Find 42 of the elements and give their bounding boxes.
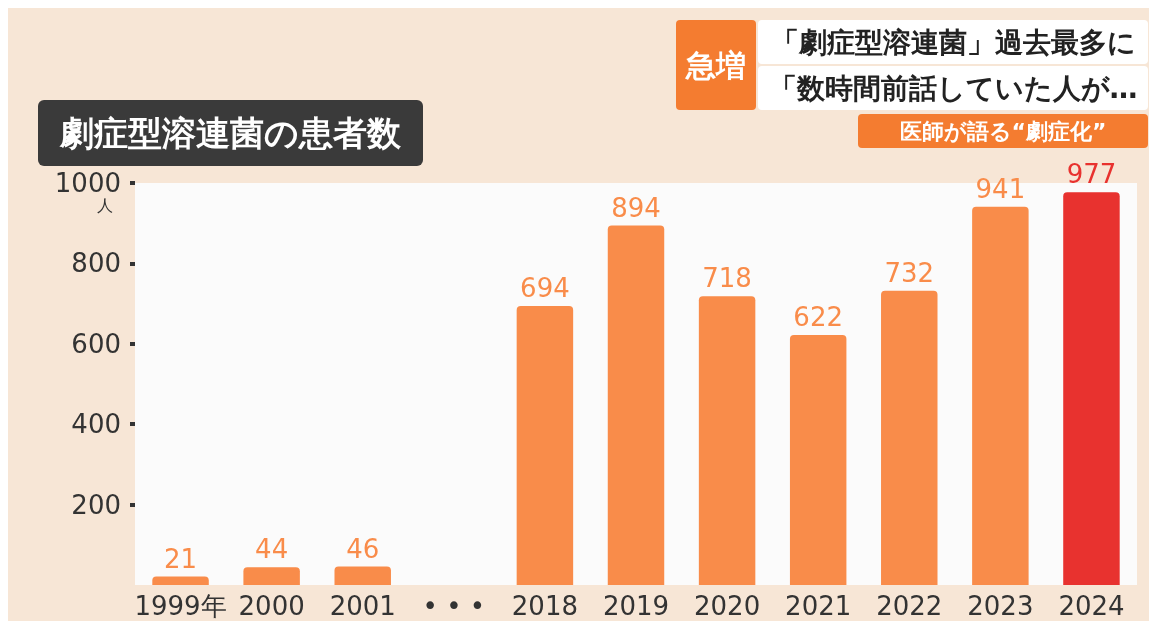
data-label: 694 xyxy=(520,273,570,304)
data-label: 21 xyxy=(164,543,198,574)
data-label: 622 xyxy=(793,301,843,332)
data-label: 732 xyxy=(884,257,935,288)
x-tick-label: 1999年 xyxy=(134,591,227,621)
x-tick-label: 2000 xyxy=(238,591,305,621)
y-tick-label: 600 xyxy=(71,328,121,359)
data-label: 941 xyxy=(975,173,1026,204)
data-label: 977 xyxy=(1066,159,1117,190)
y-tick-label: 800 xyxy=(71,248,121,279)
y-tick-label: 1000 xyxy=(54,168,121,198)
text: 医師が語る“劇症化” xyxy=(899,118,1107,144)
bar xyxy=(243,567,300,585)
data-label: 894 xyxy=(611,192,661,223)
x-tick-label: 2019 xyxy=(602,591,670,621)
bar xyxy=(334,566,391,585)
bar xyxy=(1063,192,1120,585)
bar xyxy=(789,334,847,585)
text: 「劇症型溶連菌」過去最多に xyxy=(770,25,1136,59)
data-label: 718 xyxy=(702,263,752,294)
y-tick-label: 400 xyxy=(71,409,121,440)
x-tick-label: 2021 xyxy=(785,591,852,621)
y-tick-label: 200 xyxy=(71,489,121,520)
bar xyxy=(972,206,1029,585)
data-label: 46 xyxy=(346,533,380,564)
chart-title: 劇症型溶連菌の患者数 xyxy=(59,113,402,153)
x-tick-label: 2020 xyxy=(694,591,761,621)
x-tick-label: 2018 xyxy=(511,591,578,621)
x-tick-label: 2024 xyxy=(1058,591,1125,621)
bar xyxy=(698,296,756,585)
x-tick-label: 2001 xyxy=(329,591,396,621)
bar xyxy=(607,225,665,585)
x-tick-label: 2023 xyxy=(967,591,1034,621)
x-tick-label: • • • xyxy=(422,591,486,621)
text: 「数時間前話していた人が… xyxy=(768,71,1138,105)
text: 急増 xyxy=(685,47,746,83)
bar xyxy=(152,576,209,585)
x-tick-label: 2022 xyxy=(876,591,943,621)
y-axis-title: 人 xyxy=(97,195,113,215)
bar xyxy=(881,290,938,585)
bar xyxy=(516,306,574,585)
data-label: 44 xyxy=(255,534,289,565)
